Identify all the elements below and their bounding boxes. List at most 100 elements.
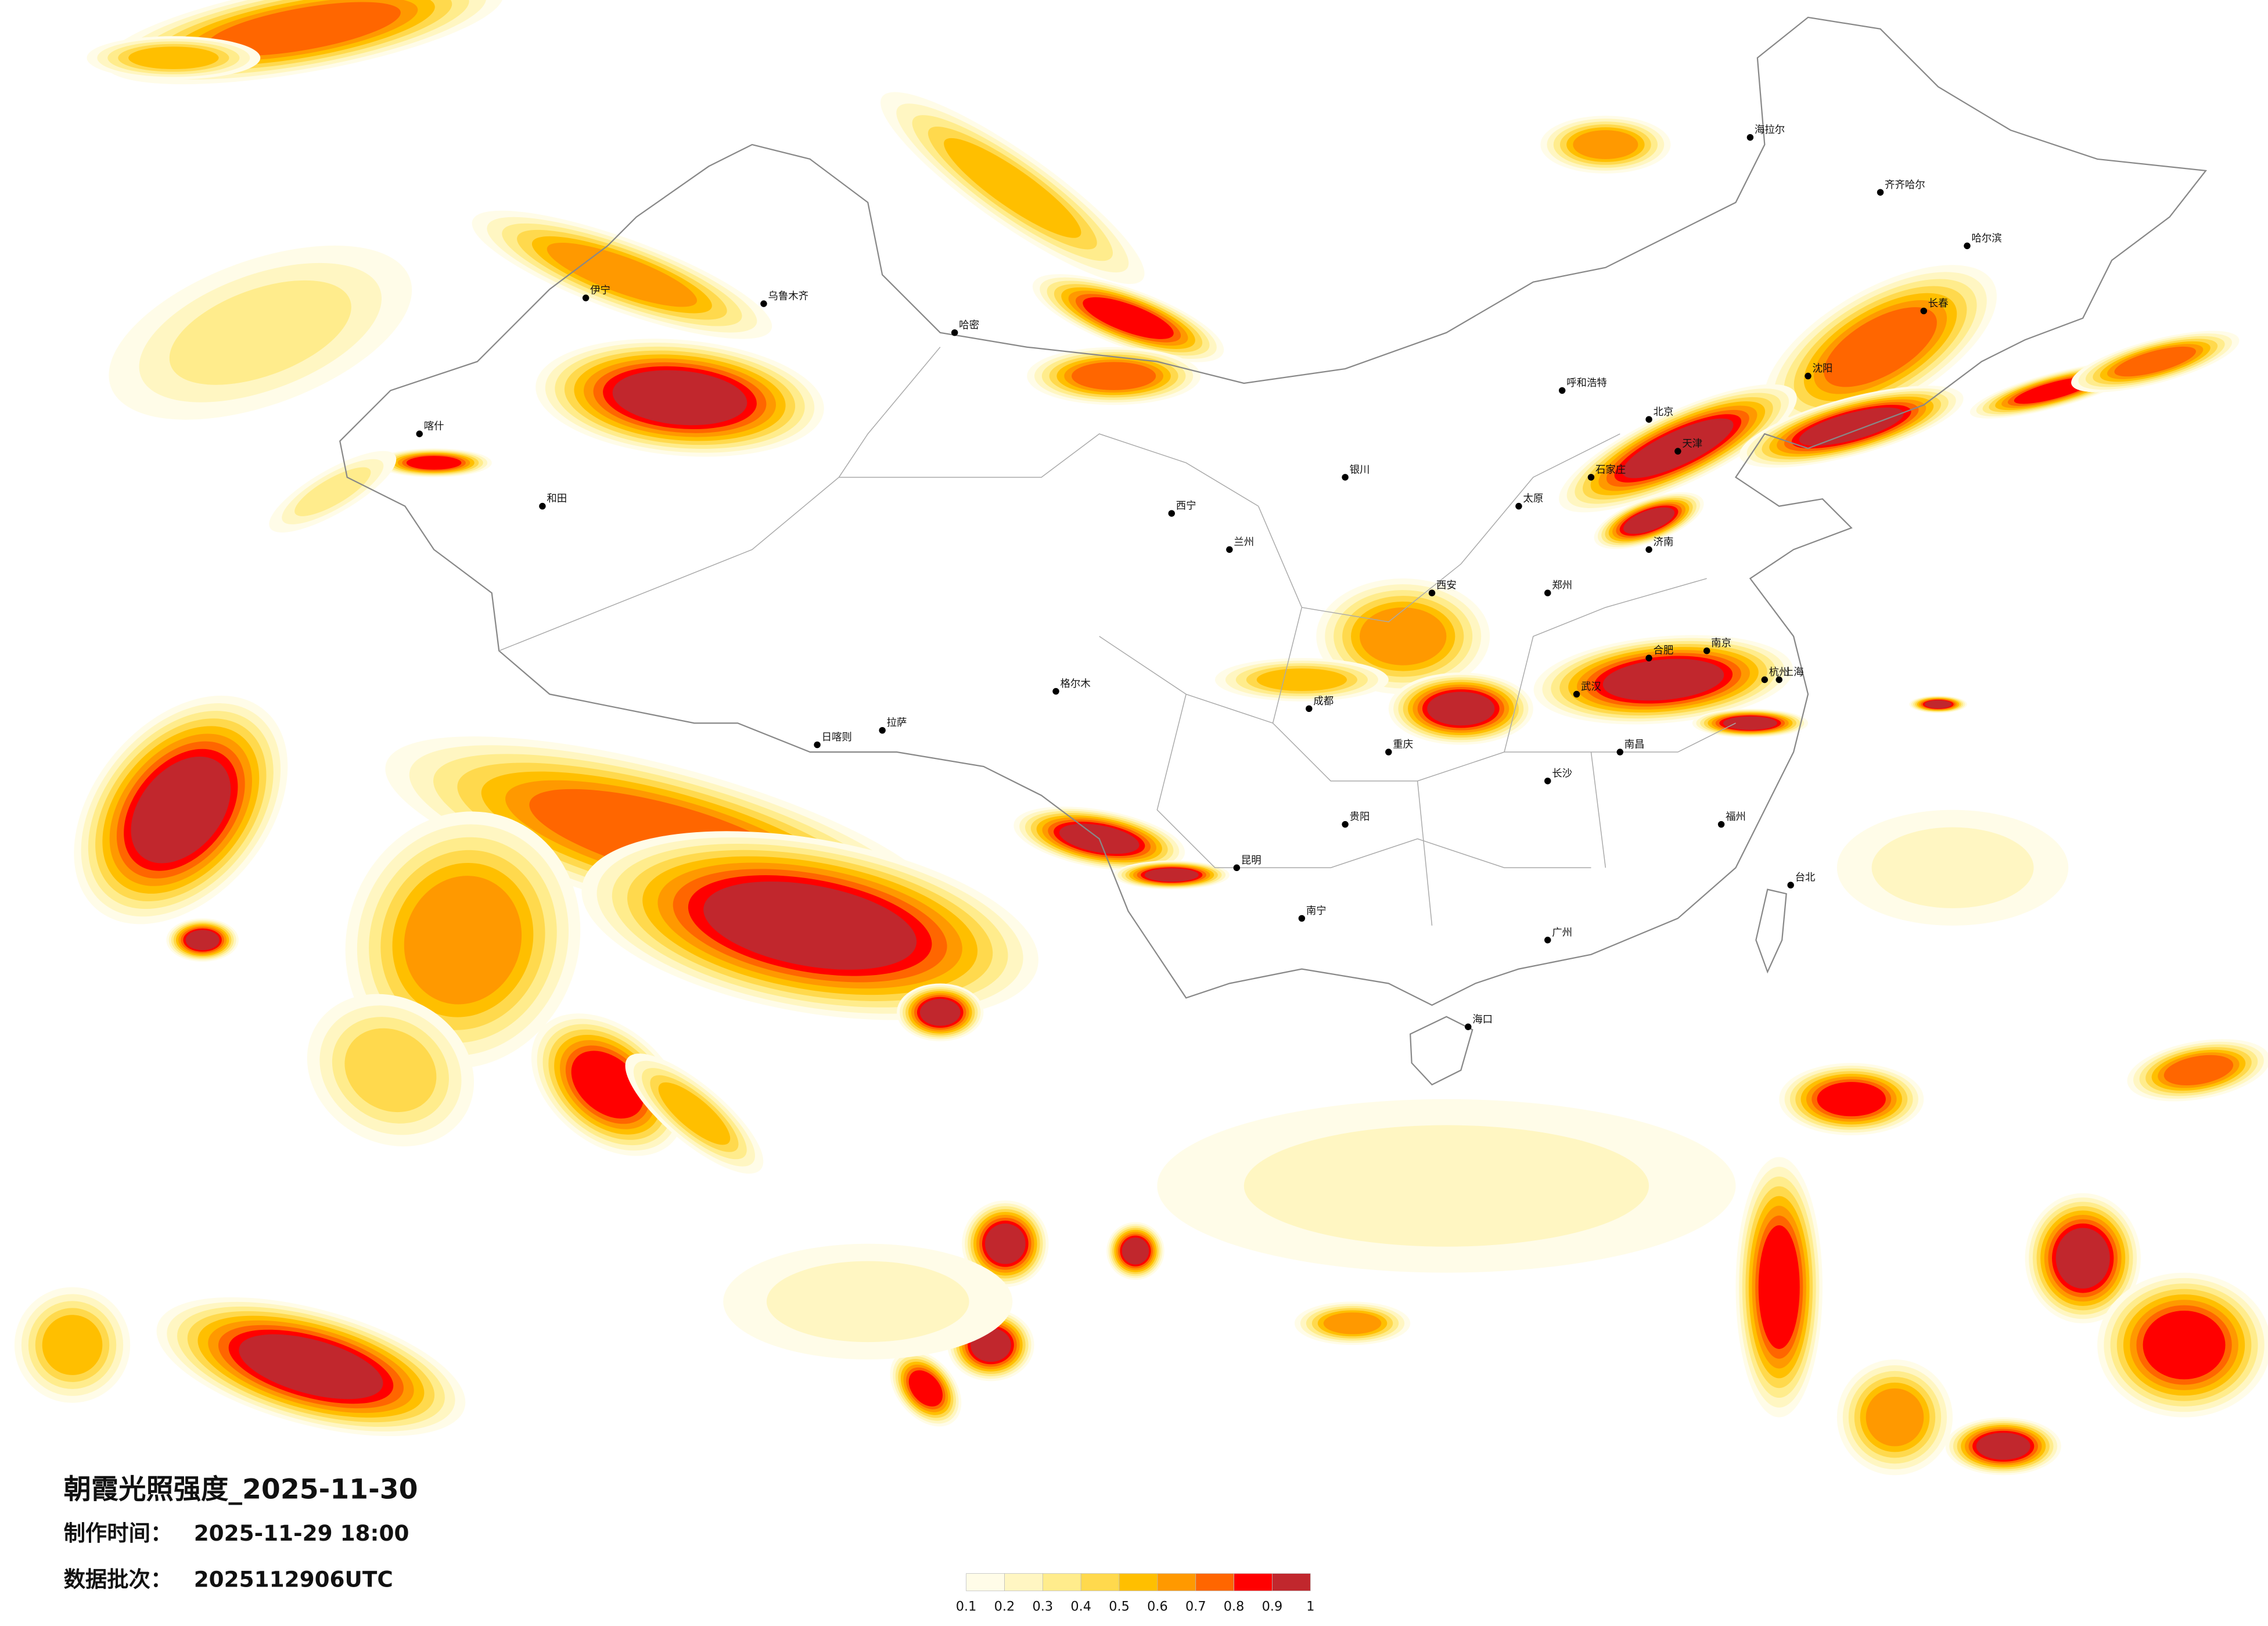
intensity-patch [1144,868,1199,882]
city-label: 武汉 [1581,681,1601,693]
city-dot [1645,546,1652,553]
intensity-patch [1623,507,1675,534]
intensity-patch [1723,716,1777,730]
intensity-patch [1799,407,1904,446]
border [339,16,2208,1006]
city-dot [1775,676,1782,684]
colorbar-tick-label: 0.9 [1262,1599,1283,1614]
city-label: 昆明 [1241,855,1261,866]
city-dot [1168,510,1175,517]
province-lines [498,347,1736,926]
intensity-patch [239,1334,383,1400]
intensity-layer [14,0,2268,1476]
city-dot [1306,705,1313,713]
intensity-patch [1602,659,1724,701]
city-label: 西安 [1436,580,1457,592]
intensity-patch [131,756,231,864]
city-label: 广州 [1552,927,1572,938]
city-dot [1587,474,1595,481]
city-dot [1787,882,1794,888]
city-dot [879,726,886,734]
city-dot [1717,821,1725,828]
city-dot [1052,688,1059,695]
made-time-label: 制作时间： [64,1520,172,1546]
city-dot [951,329,958,336]
colorbar-cell [1080,1573,1120,1591]
city-label: 石家庄 [1595,464,1626,476]
colorbar-tick-label: 1 [1306,1599,1314,1614]
colorbar-tick-label: 0.6 [1147,1599,1168,1614]
intensity-patch [919,999,961,1026]
colorbar-cell [1042,1573,1081,1591]
intensity-patch [42,1315,103,1375]
intensity-patch [1427,692,1495,726]
city-dot [1428,589,1436,596]
colorbar-cell [1272,1573,1311,1591]
city-label: 西宁 [1176,501,1196,512]
intensity-patch [2114,346,2197,377]
city-label: 海口 [1472,1014,1493,1026]
intensity-patch [1976,1433,2030,1460]
intensity-patch [1758,1225,1800,1349]
intensity-patch [1072,362,1156,390]
intensity-patch [1871,827,2034,908]
city-dot [1298,915,1306,922]
hainan [1410,1016,1473,1086]
city-dot [760,300,767,307]
city-label: 南昌 [1624,739,1645,751]
intensity-patch [1323,1312,1382,1334]
colorbar-tick-label: 0.7 [1185,1599,1206,1614]
title: 朝霞光照强度_2025-11-30 [64,1474,418,1506]
intensity-patch [703,881,917,970]
city-label: 贵阳 [1350,811,1370,823]
city-label: 哈尔滨 [1971,233,2001,244]
city-label: 北京 [1654,406,1674,418]
city-label: 台北 [1795,872,1816,884]
intensity-patch [944,138,1081,238]
city-label: 格尔木 [1060,678,1090,690]
city-dot [539,502,546,510]
city-label: 长沙 [1552,768,1572,779]
city-dot [1877,189,1884,196]
city-label: 天津 [1682,438,1702,450]
intensity-patch [658,1082,731,1145]
china-outline [339,16,2208,1086]
batch: 2025112906UTC [194,1567,393,1592]
intensity-patch [404,876,522,1005]
intensity-patch [1083,297,1174,339]
city-label: 银川 [1350,464,1370,476]
intensity-patch [612,370,747,426]
intensity-patch [1122,1237,1149,1265]
city-dot [1674,448,1681,455]
intensity-patch [1866,1388,1924,1447]
city-dot [1515,502,1522,510]
batch-label: 数据批次： [64,1567,172,1592]
city-label: 乌鲁木齐 [768,291,808,303]
intensity-patch [185,930,220,951]
city-dot [1616,749,1624,756]
city-dot [1703,647,1710,654]
made-time: 2025-11-29 18:00 [194,1520,409,1546]
taiwan [1755,888,1787,974]
intensity-patch [1573,130,1638,159]
intensity-patch [1360,607,1447,665]
city-dot [1920,307,1928,315]
intensity-patch [766,1261,969,1343]
city-label: 哈密 [959,319,979,331]
city-label: 和田 [547,493,567,505]
colorbar-tick-label: 0.8 [1224,1599,1245,1614]
colorbar: 0.1 0.2 0.3 0.4 0.5 0.6 0.7 0.8 0.9 1 [956,1573,1314,1614]
city-dot [1342,474,1349,481]
city-dot [1544,589,1551,596]
city-label: 南京 [1711,638,1731,649]
city-label: 沈阳 [1813,363,1833,375]
intensity-patch [908,1370,943,1406]
city-label: 长春 [1928,298,1949,310]
city-label: 太原 [1523,493,1543,505]
city-label: 呼和浩特 [1566,377,1607,389]
intensity-patch [984,1223,1026,1264]
city-dot [1645,654,1652,661]
colorbar-tick-label: 0.3 [1033,1599,1054,1614]
